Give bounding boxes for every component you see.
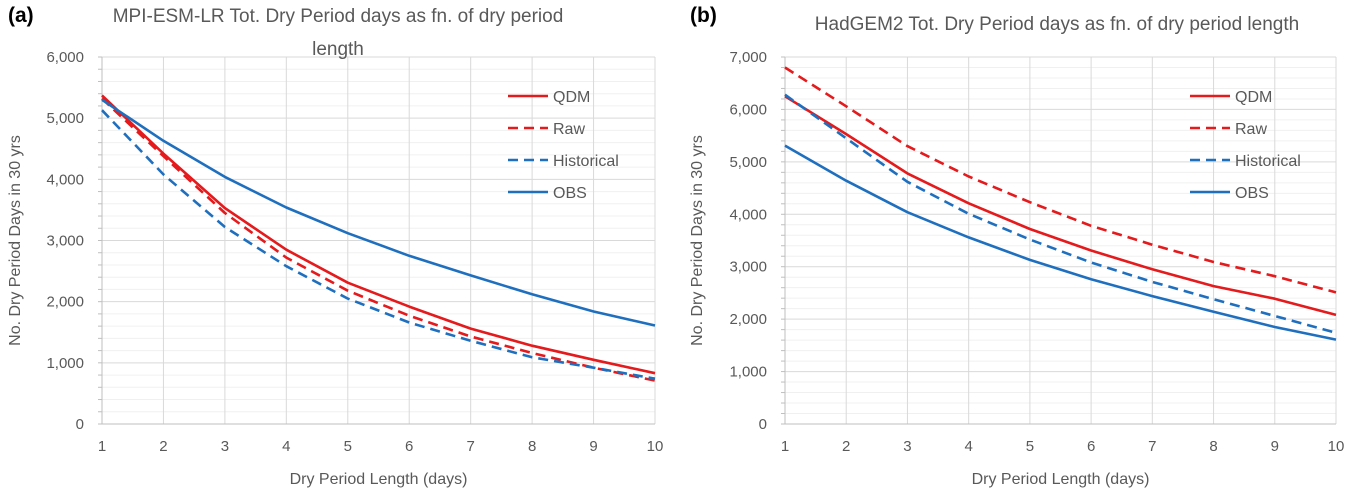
x-tick-label: 9: [1271, 438, 1279, 455]
y-tick-label: 5,000: [729, 154, 767, 171]
y-tick-label: 6,000: [46, 49, 84, 66]
x-tick-label: 6: [405, 438, 413, 455]
x-tick-label: 2: [159, 438, 167, 455]
y-tick-label: 4,000: [729, 206, 767, 223]
x-tick-label: 3: [221, 438, 229, 455]
series-line-historical: [784, 93, 1337, 335]
x-tick-label: 1: [781, 438, 789, 455]
series-line-obs: [784, 144, 1337, 341]
legend-label: OBS: [553, 185, 587, 202]
x-tick-label: 8: [1209, 438, 1217, 455]
y-tick-label: 3,000: [46, 233, 84, 250]
x-axis-label: Dry Period Length (days): [972, 471, 1150, 488]
series-line-qdm: [784, 95, 1337, 317]
legend-label: Raw: [1235, 121, 1267, 138]
x-tick-label: 10: [1328, 438, 1345, 455]
legend-label: Raw: [553, 121, 585, 138]
series-line-historical: [101, 109, 656, 380]
x-tick-label: 3: [903, 438, 911, 455]
y-tick-label: 5,000: [46, 110, 84, 127]
series-line-obs: [101, 98, 656, 327]
y-tick-label: 0: [759, 416, 767, 433]
x-tick-label: 6: [1087, 438, 1095, 455]
x-axis-label: Dry Period Length (days): [290, 471, 468, 488]
legend: QDM Raw Historical OBS: [508, 89, 619, 202]
chart-title: MPI-ESM-LR Tot. Dry Period days as fn. o…: [113, 6, 564, 60]
x-tick-label: 10: [647, 438, 664, 455]
y-tick-label: 7,000: [729, 49, 767, 66]
series-line-qdm: [101, 94, 656, 375]
x-tick-label: 1: [98, 438, 106, 455]
legend-label: QDM: [1235, 89, 1272, 106]
x-tick-label: 5: [344, 438, 352, 455]
x-tick-label: 8: [528, 438, 536, 455]
y-tick-label: 2,000: [729, 311, 767, 328]
y-tick-label: 6,000: [729, 101, 767, 118]
legend-label: QDM: [553, 89, 590, 106]
series-line-raw: [784, 66, 1337, 294]
panel-letter: (b): [690, 4, 717, 27]
x-tick-label: 2: [842, 438, 850, 455]
x-tick-label: 4: [964, 438, 972, 455]
legend-label: Historical: [553, 153, 619, 170]
panel-letter: (a): [8, 4, 34, 27]
y-tick-label: 1,000: [46, 355, 84, 372]
x-tick-label: 9: [589, 438, 597, 455]
chart-panel-a: 0 1,000 2,000 3,000 4,000 5,000 6,000 1 2 3 4 5 6 7 8 9…: [7, 4, 663, 488]
y-tick-label: 2,000: [46, 294, 84, 311]
y-tick-label: 0: [76, 416, 84, 433]
y-tick-label: 4,000: [46, 171, 84, 188]
chart-title: HadGEM2 Tot. Dry Period days as fn. of d…: [815, 14, 1299, 35]
y-axis-label: No. Dry Period Days in 30 yrs: [689, 135, 706, 346]
legend-label: OBS: [1235, 185, 1269, 202]
legend: QDM Raw Historical OBS: [1190, 89, 1301, 202]
x-tick-label: 7: [1148, 438, 1156, 455]
y-tick-label: 1,000: [729, 364, 767, 381]
chart-panel-b: 0 1,000 2,000 3,000 4,000 5,000 6,000 7,000 1 2 3 4…: [689, 4, 1344, 488]
x-tick-label: 4: [282, 438, 290, 455]
legend-label: Historical: [1235, 153, 1301, 170]
x-tick-label: 7: [466, 438, 474, 455]
y-axis-label: No. Dry Period Days in 30 yrs: [7, 135, 24, 346]
x-tick-label: 5: [1026, 438, 1034, 455]
y-tick-label: 3,000: [729, 259, 767, 276]
